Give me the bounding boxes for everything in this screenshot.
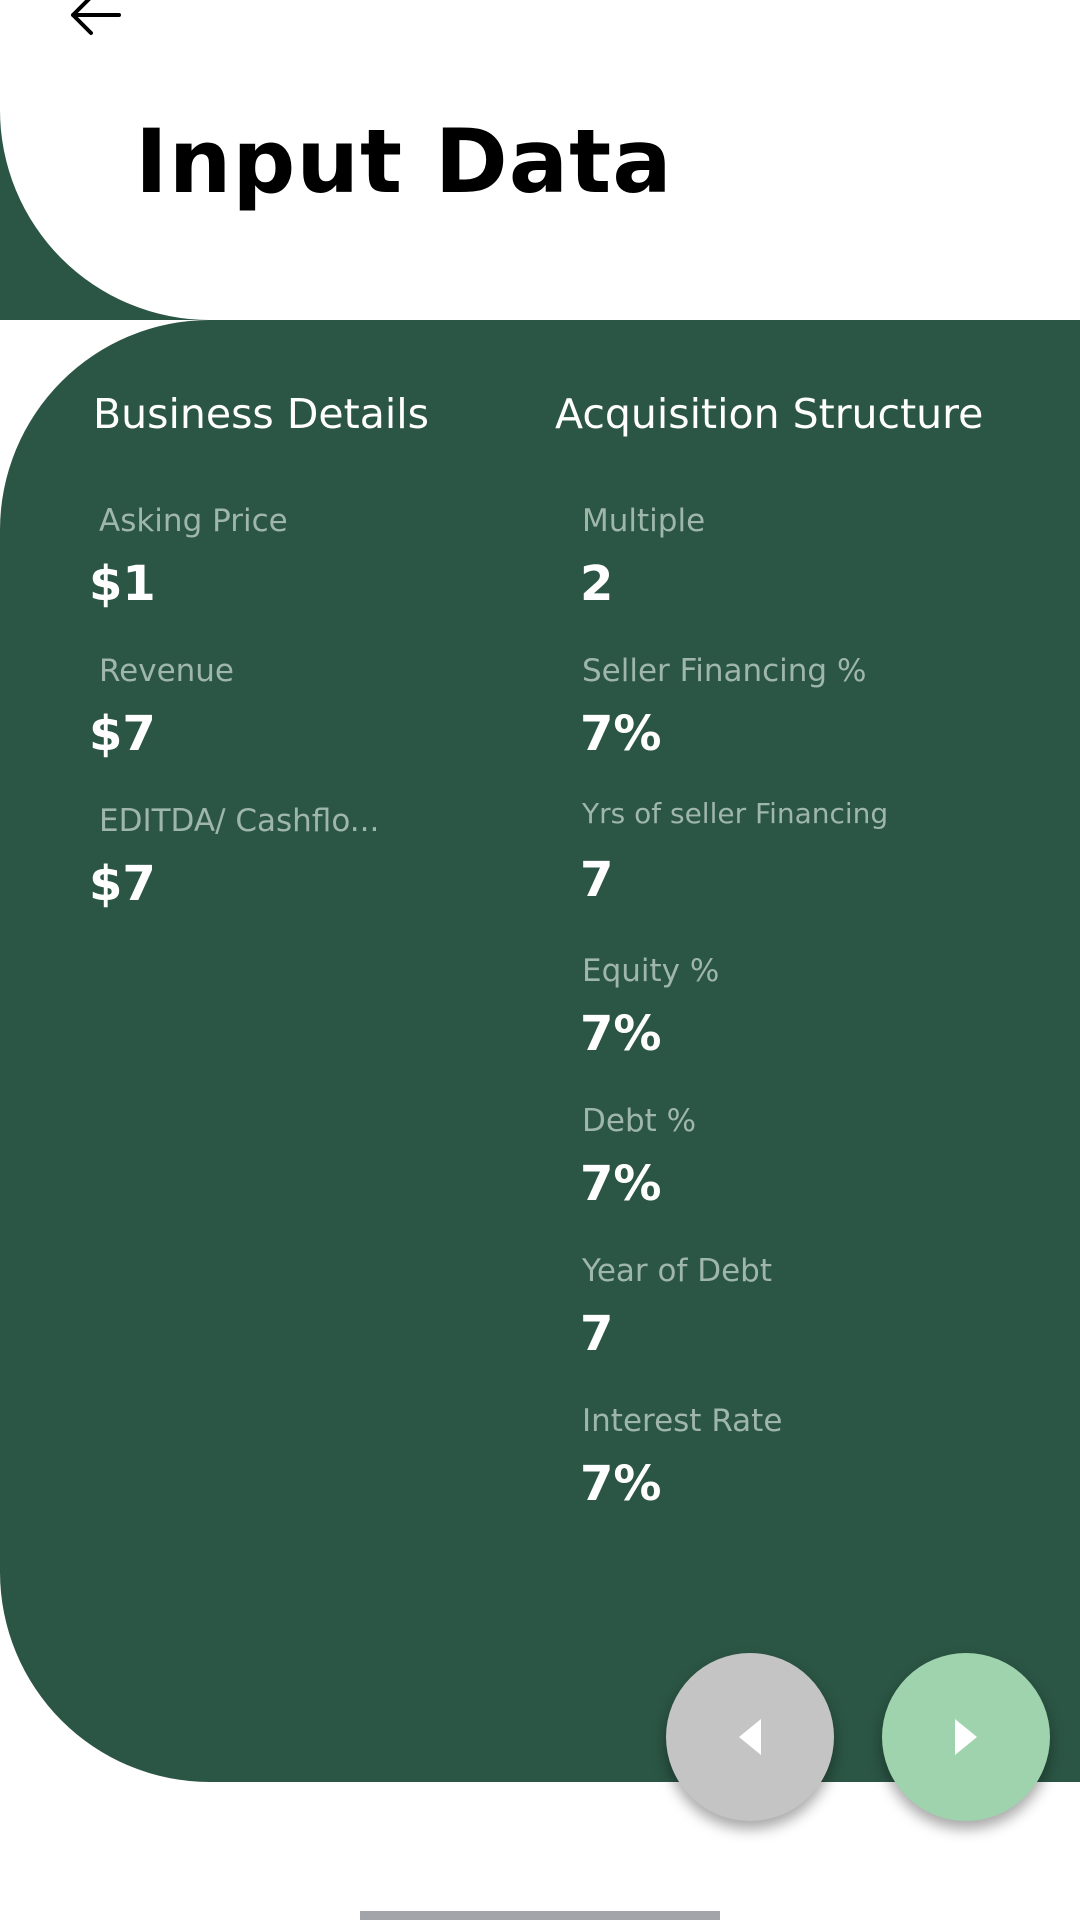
interest-rate-label: Interest Rate	[582, 1403, 783, 1439]
triangle-left-icon	[739, 1719, 761, 1755]
equity-value[interactable]: 7%	[580, 1006, 662, 1062]
arrow-left-icon	[71, 0, 121, 35]
revenue-label: Revenue	[99, 653, 235, 689]
previous-button[interactable]	[666, 1653, 834, 1821]
equity-label: Equity %	[582, 953, 720, 989]
back-button[interactable]	[50, 0, 140, 60]
editda-cashflow-label: EDITDA/ Cashflo...	[99, 803, 380, 839]
page-title: Input Data	[135, 110, 673, 213]
card-top-curve	[0, 0, 210, 320]
multiple-label: Multiple	[582, 503, 706, 539]
business-details-heading: Business Details	[93, 390, 429, 438]
revenue-value[interactable]: $7	[89, 706, 156, 762]
yrs-seller-financing-label: Yrs of seller Financing	[582, 797, 889, 830]
year-of-debt-label: Year of Debt	[582, 1253, 772, 1289]
asking-price-value[interactable]: $1	[89, 556, 156, 612]
debt-label: Debt %	[582, 1103, 697, 1139]
editda-cashflow-value[interactable]: $7	[89, 856, 156, 912]
next-button[interactable]	[882, 1653, 1050, 1821]
input-data-card	[0, 320, 1080, 1782]
seller-financing-value[interactable]: 7%	[580, 706, 662, 762]
asking-price-label: Asking Price	[99, 503, 288, 539]
home-indicator[interactable]	[360, 1911, 720, 1920]
multiple-value[interactable]: 2	[580, 556, 614, 612]
debt-value[interactable]: 7%	[580, 1156, 662, 1212]
acquisition-structure-heading: Acquisition Structure	[555, 390, 984, 438]
year-of-debt-value[interactable]: 7	[580, 1306, 614, 1362]
interest-rate-value[interactable]: 7%	[580, 1456, 662, 1512]
seller-financing-label: Seller Financing %	[582, 653, 867, 689]
yrs-seller-financing-value[interactable]: 7	[580, 852, 614, 908]
triangle-right-icon	[955, 1719, 977, 1755]
